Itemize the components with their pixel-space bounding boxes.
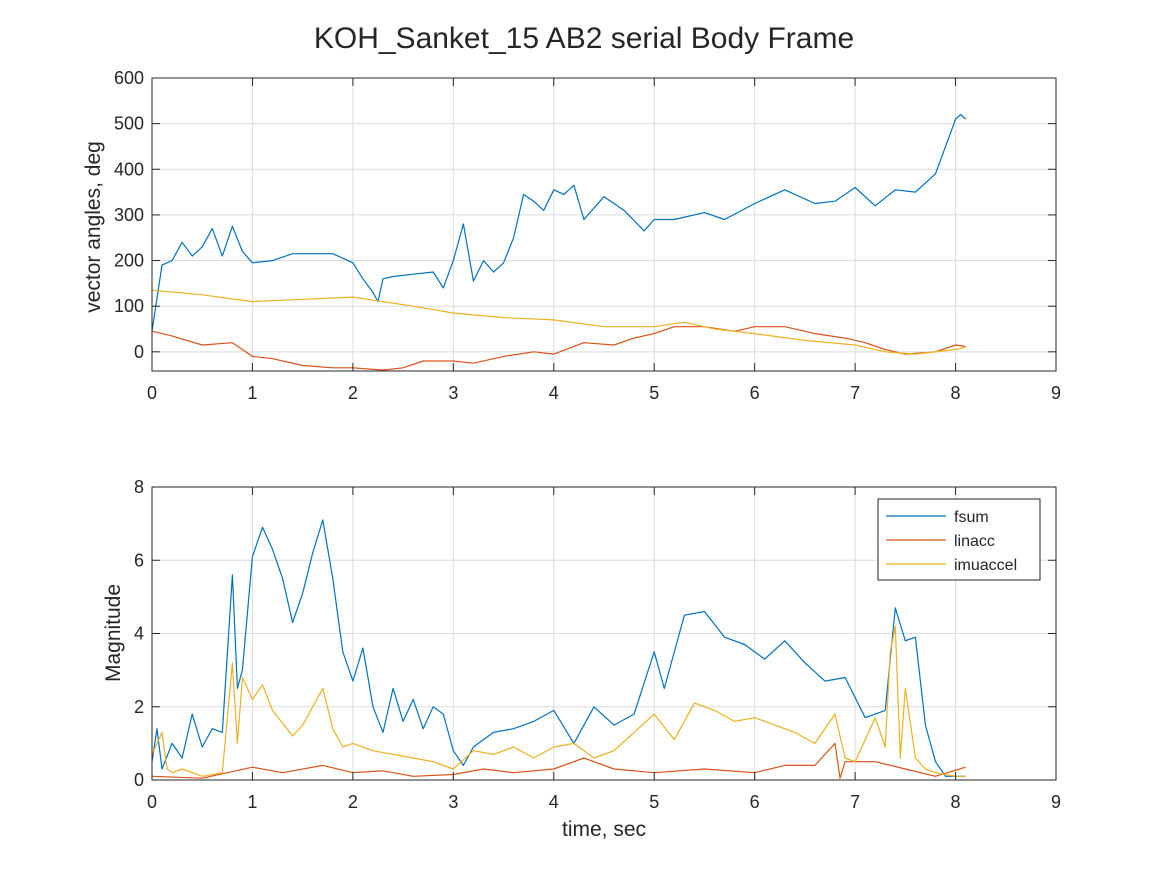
top-series-line-1 bbox=[152, 326, 966, 371]
top-y-tick-label: 600 bbox=[114, 68, 144, 88]
top-series-line-0 bbox=[152, 113, 967, 332]
bottom-y-tick-label: 8 bbox=[134, 477, 144, 497]
bottom-series-line-linacc bbox=[152, 742, 966, 779]
bottom-x-tick-label: 9 bbox=[1051, 792, 1061, 812]
bottom-y-tick-label: 2 bbox=[134, 697, 144, 717]
top-x-tick-label: 2 bbox=[348, 383, 358, 403]
bottom-x-tick-label: 8 bbox=[951, 792, 961, 812]
bottom-series-line-imuaccel bbox=[152, 625, 966, 777]
top-x-tick-label: 3 bbox=[448, 383, 458, 403]
bottom-x-tick-label: 4 bbox=[549, 792, 559, 812]
top-x-tick-label: 0 bbox=[147, 383, 157, 403]
bottom-x-tick-label: 7 bbox=[850, 792, 860, 812]
top-axes-frame bbox=[151, 77, 1057, 372]
top-x-tick-label: 4 bbox=[549, 383, 559, 403]
top-x-tick-label: 5 bbox=[649, 383, 659, 403]
bottom-y-tick-label: 6 bbox=[134, 550, 144, 570]
bottom-x-tick-label: 2 bbox=[348, 792, 358, 812]
top-x-tick-label: 6 bbox=[750, 383, 760, 403]
bottom-y-tick-label: 0 bbox=[134, 770, 144, 790]
bottom-x-tick-label: 3 bbox=[448, 792, 458, 812]
bottom-x-tick-label: 5 bbox=[649, 792, 659, 812]
bottom-series-line-fsum bbox=[152, 519, 966, 777]
top-series-line-2 bbox=[152, 289, 966, 355]
top-y-axis-label: vector angles, deg bbox=[82, 141, 105, 313]
top-x-tick-label: 8 bbox=[951, 383, 961, 403]
bottom-y-axis-label: Magnitude bbox=[102, 584, 125, 682]
top-plot-area bbox=[152, 78, 1056, 371]
figure-title: KOH_Sanket_15 AB2 serial Body Frame bbox=[314, 22, 854, 55]
bottom-x-axis-label: time, sec bbox=[562, 818, 646, 841]
bottom-x-tick-label: 6 bbox=[750, 792, 760, 812]
top-x-tick-label: 1 bbox=[247, 383, 257, 403]
top-y-tick-label: 0 bbox=[134, 342, 144, 362]
top-y-tick-label: 200 bbox=[114, 251, 144, 271]
legend-label-linacc: linacc bbox=[954, 533, 995, 550]
top-y-tick-label: 300 bbox=[114, 205, 144, 225]
bottom-x-tick-label: 1 bbox=[247, 792, 257, 812]
legend-label-imuaccel: imuaccel bbox=[954, 557, 1017, 574]
top-x-tick-label: 7 bbox=[850, 383, 860, 403]
top-axes-vector-angles: 0 1 2 3 4 5 6 7 8 9 0 100 200 300 400 500 600 bbox=[114, 68, 1061, 403]
top-x-tick-label: 9 bbox=[1051, 383, 1061, 403]
top-y-tick-label: 100 bbox=[114, 296, 144, 316]
top-y-tick-label: 500 bbox=[114, 114, 144, 134]
legend-label-fsum: fsum bbox=[954, 509, 989, 526]
legend: fsum linacc imuaccel bbox=[877, 498, 1041, 581]
bottom-y-tick-label: 4 bbox=[134, 624, 144, 644]
bottom-x-tick-label: 0 bbox=[147, 792, 157, 812]
top-y-tick-label: 400 bbox=[114, 159, 144, 179]
